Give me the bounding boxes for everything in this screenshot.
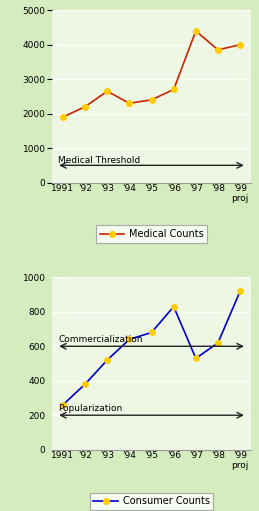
Text: Commercialization: Commercialization [59,335,143,344]
Legend: Consumer Counts: Consumer Counts [90,493,213,510]
Text: Medical Threshold: Medical Threshold [59,156,141,165]
Text: Popularization: Popularization [59,404,123,413]
Legend: Medical Counts: Medical Counts [96,225,207,243]
